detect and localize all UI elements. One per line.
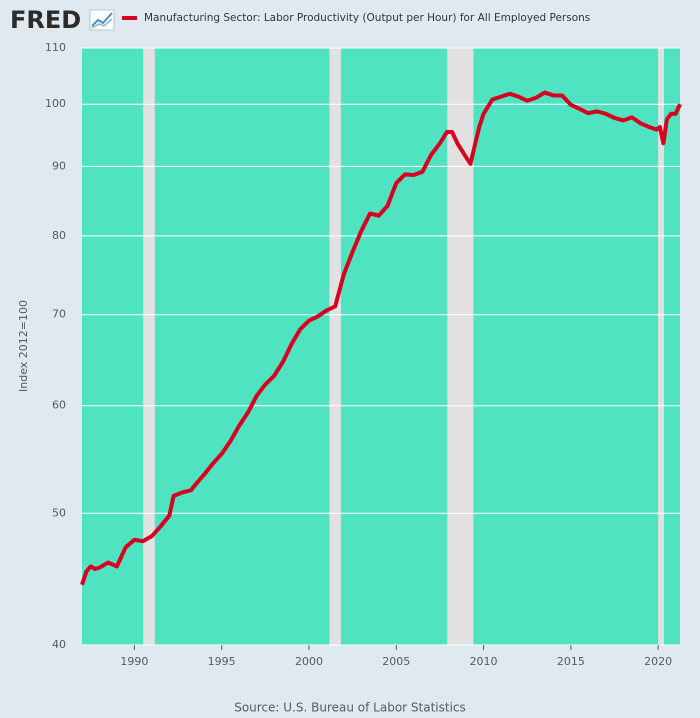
y-tick-label: 60 xyxy=(52,399,66,412)
y-axis-label: Index 2012=100 xyxy=(17,300,30,392)
logo-icon xyxy=(89,9,115,31)
y-tick-label: 110 xyxy=(45,41,66,54)
recession-band xyxy=(447,48,474,645)
legend-label: Manufacturing Sector: Labor Productivity… xyxy=(144,12,590,24)
x-tick-label: 2000 xyxy=(295,655,323,668)
source: Source: U.S. Bureau of Labor Statistics xyxy=(234,701,466,715)
recession-band xyxy=(658,48,664,645)
recession-band xyxy=(143,48,155,645)
y-tick-label: 80 xyxy=(52,229,66,242)
data-line xyxy=(80,90,682,586)
y-tick-label: 50 xyxy=(52,506,66,519)
y-tick-label: 70 xyxy=(52,308,66,321)
x-tick-label: 2020 xyxy=(644,655,672,668)
y-tick-label: 90 xyxy=(52,159,66,172)
x-tick-label: 2005 xyxy=(382,655,410,668)
y-tick-label: 40 xyxy=(52,638,66,651)
x-tick-label: 2010 xyxy=(470,655,498,668)
x-tick-label: 2015 xyxy=(557,655,585,668)
logo: FRED xyxy=(10,6,81,34)
recession-band xyxy=(329,48,341,645)
x-tick-label: 1995 xyxy=(208,655,236,668)
x-tick-label: 1990 xyxy=(120,655,148,668)
y-tick-label: 100 xyxy=(45,97,66,110)
plot-background xyxy=(82,48,680,645)
